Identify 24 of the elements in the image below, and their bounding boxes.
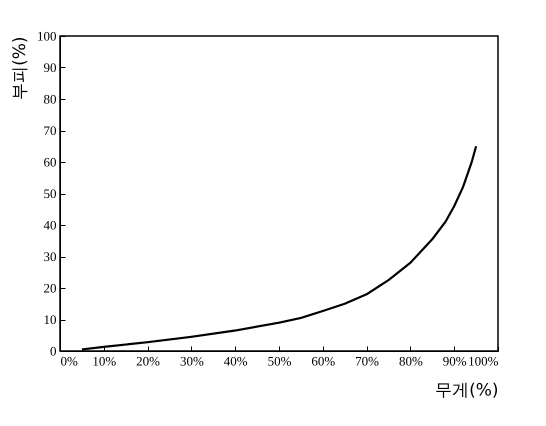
x-tick-label: 80% (398, 354, 423, 368)
y-axis-title: 부피(%) (10, 36, 30, 100)
x-tick-label: 100% (468, 354, 499, 368)
y-tick-label: 30 (44, 249, 56, 264)
y-tick-label: 100 (37, 28, 56, 44)
x-tick-label: 0% (60, 354, 78, 368)
y-tick-label: 40 (44, 218, 56, 232)
x-tick-label: 50% (268, 354, 292, 368)
x-tick-label: 10% (92, 354, 116, 368)
y-tick-label: 90 (44, 60, 56, 75)
y-tick-label: 60 (44, 154, 56, 170)
y-tick-label: 70 (44, 123, 56, 138)
x-tick-label: 90% (442, 354, 467, 368)
x-tick-label: 30% (180, 354, 204, 368)
y-tick-label: 80 (44, 92, 56, 106)
x-axis-title: 무게(%) (435, 380, 498, 400)
x-tick-label: 20% (136, 354, 160, 368)
x-tick-label: 60% (311, 354, 336, 368)
y-tick-label: 10 (44, 312, 56, 327)
y-tick-label: 20 (44, 280, 56, 296)
x-tick-label: 70% (355, 354, 380, 368)
y-tick-label: 50 (44, 186, 56, 201)
x-tick-label: 40% (224, 354, 248, 368)
y-tick-label: 0 (50, 344, 56, 358)
